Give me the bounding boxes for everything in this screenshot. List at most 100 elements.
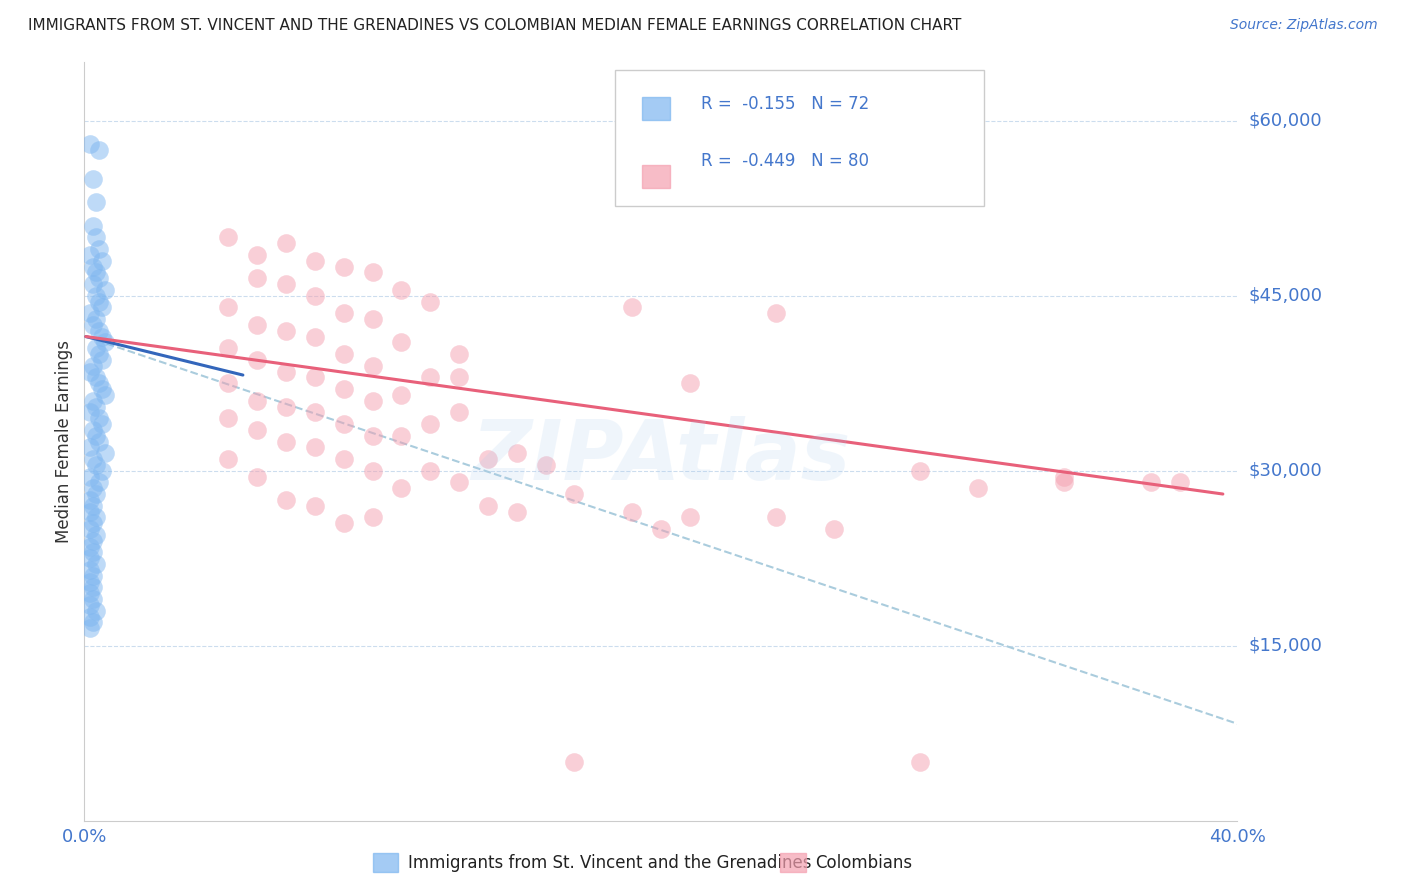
Point	[84, 487, 107, 501]
Point	[361, 359, 384, 373]
Point	[333, 347, 356, 361]
Point	[84, 195, 107, 210]
Text: $15,000: $15,000	[1249, 637, 1322, 655]
Point	[679, 510, 702, 524]
Point	[361, 312, 384, 326]
Point	[419, 464, 441, 478]
Point	[765, 306, 787, 320]
Point	[79, 306, 101, 320]
Point	[506, 446, 529, 460]
Point	[90, 464, 112, 478]
Point	[361, 265, 384, 279]
Text: Source: ZipAtlas.com: Source: ZipAtlas.com	[1230, 18, 1378, 32]
Point	[621, 301, 644, 315]
Point	[218, 301, 240, 315]
Point	[419, 417, 441, 431]
Point	[79, 574, 101, 589]
Point	[449, 370, 471, 384]
Point	[1053, 475, 1076, 490]
Point	[333, 260, 356, 274]
Point	[79, 586, 101, 600]
Point	[84, 400, 107, 414]
Point	[246, 352, 269, 367]
Point	[967, 481, 990, 495]
Point	[82, 615, 104, 630]
Point	[304, 253, 326, 268]
Point	[87, 411, 110, 425]
Point	[82, 452, 104, 467]
Point	[276, 236, 298, 251]
Point	[449, 475, 471, 490]
Text: Immigrants from St. Vincent and the Grenadines: Immigrants from St. Vincent and the Gren…	[408, 854, 811, 871]
Point	[333, 306, 356, 320]
Point	[333, 382, 356, 396]
Point	[90, 417, 112, 431]
Point	[391, 428, 413, 442]
Point	[84, 312, 107, 326]
Point	[304, 329, 326, 343]
Point	[84, 341, 107, 355]
Point	[246, 318, 269, 332]
Point	[87, 475, 110, 490]
Point	[276, 277, 298, 291]
Point	[449, 347, 471, 361]
Point	[304, 499, 326, 513]
Point	[391, 283, 413, 297]
Point	[218, 341, 240, 355]
Point	[304, 441, 326, 455]
Point	[564, 756, 586, 770]
Text: $60,000: $60,000	[1249, 112, 1322, 129]
Point	[82, 580, 104, 594]
Point	[82, 423, 104, 437]
Point	[304, 405, 326, 419]
Point	[477, 452, 499, 467]
Point	[79, 405, 101, 419]
Point	[79, 492, 101, 507]
Point	[84, 604, 107, 618]
Point	[246, 271, 269, 285]
Point	[93, 388, 115, 402]
Text: $30,000: $30,000	[1249, 462, 1322, 480]
Point	[79, 137, 101, 152]
Point	[87, 347, 110, 361]
Text: IMMIGRANTS FROM ST. VINCENT AND THE GRENADINES VS COLOMBIAN MEDIAN FEMALE EARNIN: IMMIGRANTS FROM ST. VINCENT AND THE GREN…	[28, 18, 962, 33]
Point	[84, 458, 107, 472]
Point	[276, 324, 298, 338]
Point	[79, 609, 101, 624]
Point	[82, 359, 104, 373]
Point	[90, 352, 112, 367]
Point	[361, 510, 384, 524]
Point	[361, 393, 384, 408]
Point	[246, 469, 269, 483]
Point	[1140, 475, 1163, 490]
Point	[79, 522, 101, 536]
Point	[84, 510, 107, 524]
Point	[82, 481, 104, 495]
Point	[82, 277, 104, 291]
Point	[79, 621, 101, 635]
Point	[87, 143, 110, 157]
Point	[391, 481, 413, 495]
Point	[1168, 475, 1191, 490]
Point	[477, 499, 499, 513]
FancyBboxPatch shape	[614, 70, 984, 207]
Point	[765, 510, 787, 524]
Point	[84, 289, 107, 303]
Point	[79, 551, 101, 566]
Point	[82, 516, 104, 531]
Point	[93, 283, 115, 297]
Point	[333, 417, 356, 431]
Y-axis label: Median Female Earnings: Median Female Earnings	[55, 340, 73, 543]
Point	[391, 335, 413, 350]
Text: $45,000: $45,000	[1249, 286, 1323, 305]
Point	[93, 446, 115, 460]
Point	[87, 324, 110, 338]
Point	[90, 253, 112, 268]
Point	[246, 248, 269, 262]
Point	[333, 452, 356, 467]
Point	[84, 528, 107, 542]
FancyBboxPatch shape	[643, 165, 671, 188]
Point	[79, 598, 101, 612]
Point	[361, 464, 384, 478]
Point	[93, 335, 115, 350]
